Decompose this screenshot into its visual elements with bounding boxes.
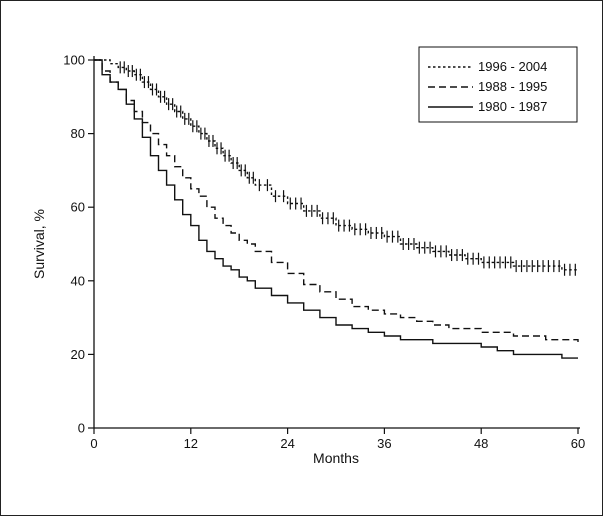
x-tick-label: 12 bbox=[184, 436, 198, 451]
series-line-3 bbox=[94, 59, 578, 359]
legend-label-2: 1988 - 1995 bbox=[478, 79, 547, 94]
y-tick-label: 0 bbox=[78, 421, 85, 436]
x-tick-label: 48 bbox=[474, 436, 488, 451]
y-tick-label: 20 bbox=[71, 347, 85, 362]
series-layer bbox=[94, 59, 579, 359]
legend-label-3: 1980 - 1987 bbox=[478, 99, 547, 114]
y-tick-label: 60 bbox=[71, 200, 85, 215]
x-tick-label: 0 bbox=[90, 436, 97, 451]
series-line-1 bbox=[94, 59, 578, 271]
y-tick-label: 40 bbox=[71, 273, 85, 288]
y-axis-label: Survival, % bbox=[31, 209, 47, 279]
legend-label-1: 1996 - 2004 bbox=[478, 59, 547, 74]
x-tick-label: 60 bbox=[571, 436, 585, 451]
x-axis-label: Months bbox=[313, 450, 359, 466]
y-tick-label: 100 bbox=[63, 53, 85, 68]
y-tick-label: 80 bbox=[71, 126, 85, 141]
axes: 0 20 40 60 80 100 0 12 24 36 48 60 bbox=[63, 53, 585, 452]
censor-marks-1 bbox=[119, 61, 576, 276]
legend-box bbox=[418, 46, 578, 123]
legend: 1996 - 2004 1988 - 1995 1980 - 1987 bbox=[418, 46, 578, 123]
x-tick-label: 24 bbox=[280, 436, 294, 451]
x-tick-label: 36 bbox=[377, 436, 391, 451]
series-line-2 bbox=[94, 59, 579, 344]
